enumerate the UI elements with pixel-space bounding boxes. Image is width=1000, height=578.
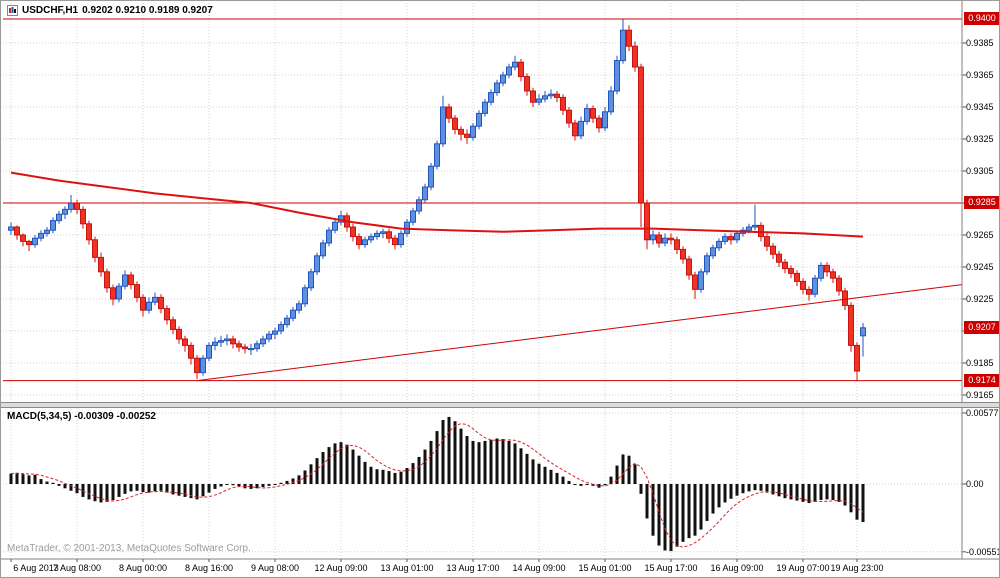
time-label: 19 Aug 23:00 — [830, 563, 884, 573]
time-label: 12 Aug 09:00 — [314, 563, 368, 573]
panel-divider[interactable] — [1, 402, 999, 408]
macd-tick-label: -0.00551 — [966, 546, 1000, 557]
macd-indicator-title: MACD(5,34,5) -0.00309 -0.00252 — [7, 411, 156, 422]
metatrader-watermark: MetaTrader, © 2001-2013, MetaQuotes Soft… — [7, 543, 251, 554]
chart-title: USDCHF,H1 0.9202 0.9210 0.9189 0.9207 — [7, 5, 213, 16]
price-scale[interactable] — [963, 1, 999, 559]
price-tick-label: 0.9365 — [966, 70, 994, 80]
price-level-badge: 0.9207 — [964, 320, 999, 334]
macd-tick-label: 0.00577 — [966, 408, 999, 418]
macd-tick-label: 0.00 — [966, 479, 984, 489]
macd-indicator-values: -0.00309 -0.00252 — [74, 411, 156, 422]
price-tick-label: 0.9185 — [966, 358, 994, 368]
time-label: 16 Aug 09:00 — [710, 563, 764, 573]
price-tick-label: 0.9245 — [966, 262, 994, 272]
price-tick-label: 0.9165 — [966, 390, 994, 400]
price-level-badge: 0.9174 — [964, 373, 999, 387]
time-label: 8 Aug 16:00 — [184, 563, 234, 573]
price-tick-label: 0.9225 — [966, 294, 994, 304]
time-label: 15 Aug 17:00 — [644, 563, 698, 573]
time-label: 14 Aug 09:00 — [512, 563, 566, 573]
price-tick-label: 0.9345 — [966, 102, 994, 112]
price-tick-label: 0.9265 — [966, 230, 994, 240]
price-tick-label: 0.9305 — [966, 166, 994, 176]
time-label: 13 Aug 01:00 — [380, 563, 434, 573]
price-tick-label: 0.9385 — [966, 38, 994, 48]
time-label: 19 Aug 07:00 — [776, 563, 830, 573]
time-label: 15 Aug 01:00 — [578, 563, 632, 573]
price-tick-label: 0.9325 — [966, 134, 994, 144]
chart-symbol-icon — [7, 5, 18, 16]
time-label: 7 Aug 08:00 — [52, 563, 102, 573]
symbol-period-label: USDCHF,H1 — [22, 5, 79, 16]
price-level-badge: 0.9400 — [964, 12, 999, 25]
macd-indicator-label: MACD(5,34,5) — [7, 411, 72, 422]
price-level-badge: 0.9285 — [964, 196, 999, 209]
ohlc-values: 0.9202 0.9210 0.9189 0.9207 — [82, 5, 213, 16]
time-label: 9 Aug 08:00 — [250, 563, 300, 573]
time-label: 8 Aug 00:00 — [118, 563, 168, 573]
time-label: 6 Aug 2013 — [13, 563, 59, 573]
time-label: 13 Aug 17:00 — [446, 563, 500, 573]
